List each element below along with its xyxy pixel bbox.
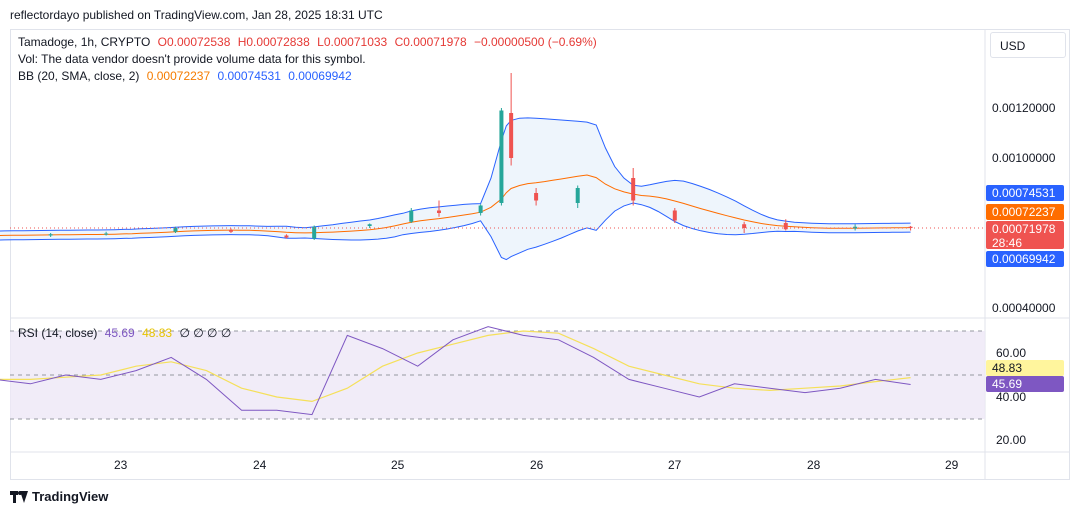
candle-body (437, 210, 442, 213)
candle-body (409, 210, 414, 222)
tradingview-logo-icon (10, 490, 28, 503)
rsi-label: RSI (14, close) (18, 326, 98, 340)
rsi-tick: 60.00 (996, 346, 1027, 360)
bb-legend[interactable]: BB (20, SMA, close, 2) 0.00072237 0.0007… (18, 69, 356, 83)
rsi-ma-line (0, 330, 911, 403)
tradingview-footer[interactable]: TradingView (10, 489, 108, 504)
time-tick: 24 (253, 458, 267, 472)
bb-basis-tag: 0.00072237 (986, 204, 1064, 220)
candle-body (48, 234, 53, 236)
bar-countdown: 28:46 (992, 236, 1023, 250)
bb-lower-line (0, 202, 911, 261)
rsi-legend[interactable]: RSI (14, close) 45.69 48.83 ∅ ∅ ∅ ∅ (18, 326, 235, 340)
price-tick: 0.00100000 (992, 151, 1056, 165)
volume-legend: Vol: The data vendor doesn't provide vol… (18, 52, 370, 66)
time-tick: 27 (668, 458, 682, 472)
candle-body (478, 205, 483, 213)
candle-body (908, 226, 913, 228)
currency-button[interactable]: USD (990, 32, 1066, 58)
legend-high: H0.00072838 (237, 35, 310, 49)
price-tick: 0.00040000 (992, 301, 1056, 315)
candle-body (509, 113, 514, 158)
rsi-tick: 20.00 (996, 433, 1027, 447)
time-tick: 26 (530, 458, 544, 472)
bb-upper-tag: 0.00074531 (986, 185, 1064, 201)
candle-body (367, 224, 372, 226)
rsi-tag: 45.69 (986, 376, 1064, 392)
tradingview-brand: TradingView (32, 489, 109, 504)
chart-frame (10, 29, 1070, 480)
candle-body (631, 178, 636, 201)
volume-note: Vol: The data vendor doesn't provide vol… (18, 52, 366, 66)
bb-fill (0, 117, 911, 260)
time-tick: 28 (807, 458, 821, 472)
rsi-ma-tag: 48.83 (986, 360, 1064, 376)
legend-symbol[interactable]: Tamadoge, 1h, CRYPTO (18, 35, 151, 49)
candle-body (104, 233, 109, 235)
bb-lower-tag: 0.00069942 (986, 251, 1064, 267)
legend-open: O0.00072538 (157, 35, 231, 49)
bb-basis-line (0, 174, 911, 236)
bb-upper-line (0, 117, 911, 232)
legend-close: C0.00071978 (394, 35, 467, 49)
candle-body (672, 210, 677, 221)
last-price-tag: 0.00071978 28:46 (986, 221, 1064, 250)
time-tick: 29 (945, 458, 959, 472)
rsi-value: 45.69 (104, 326, 135, 340)
rsi-line (0, 326, 911, 416)
main-legend: Tamadoge, 1h, CRYPTO O0.00072538 H0.0007… (18, 35, 601, 49)
candle-body (173, 228, 178, 232)
price-tick: 0.00120000 (992, 101, 1056, 115)
candle-body (534, 193, 539, 201)
bb-basis-value: 0.00072237 (146, 69, 211, 83)
rsi-empty-values: ∅ ∅ ∅ ∅ (179, 326, 232, 340)
candle-body (228, 230, 233, 232)
candle-body (783, 223, 788, 230)
legend-change: −0.00000500 (−0.69%) (473, 35, 597, 49)
publish-header: reflectordayo published on TradingView.c… (10, 8, 383, 22)
candle-body (499, 110, 504, 203)
bb-lower-value: 0.00069942 (288, 69, 352, 83)
time-tick: 25 (391, 458, 405, 472)
candle-body (284, 235, 289, 238)
candle-body (742, 224, 747, 228)
last-price-value: 0.00071978 (992, 222, 1056, 236)
candle-body (312, 226, 317, 239)
rsi-ma-value: 48.83 (142, 326, 173, 340)
legend-low: L0.00071033 (317, 35, 388, 49)
time-tick: 23 (114, 458, 128, 472)
bb-upper-value: 0.00074531 (217, 69, 281, 83)
candle-body (853, 226, 858, 229)
rsi-tick: 40.00 (996, 390, 1027, 404)
candle-body (575, 188, 580, 203)
bb-label: BB (20, SMA, close, 2) (18, 69, 140, 83)
